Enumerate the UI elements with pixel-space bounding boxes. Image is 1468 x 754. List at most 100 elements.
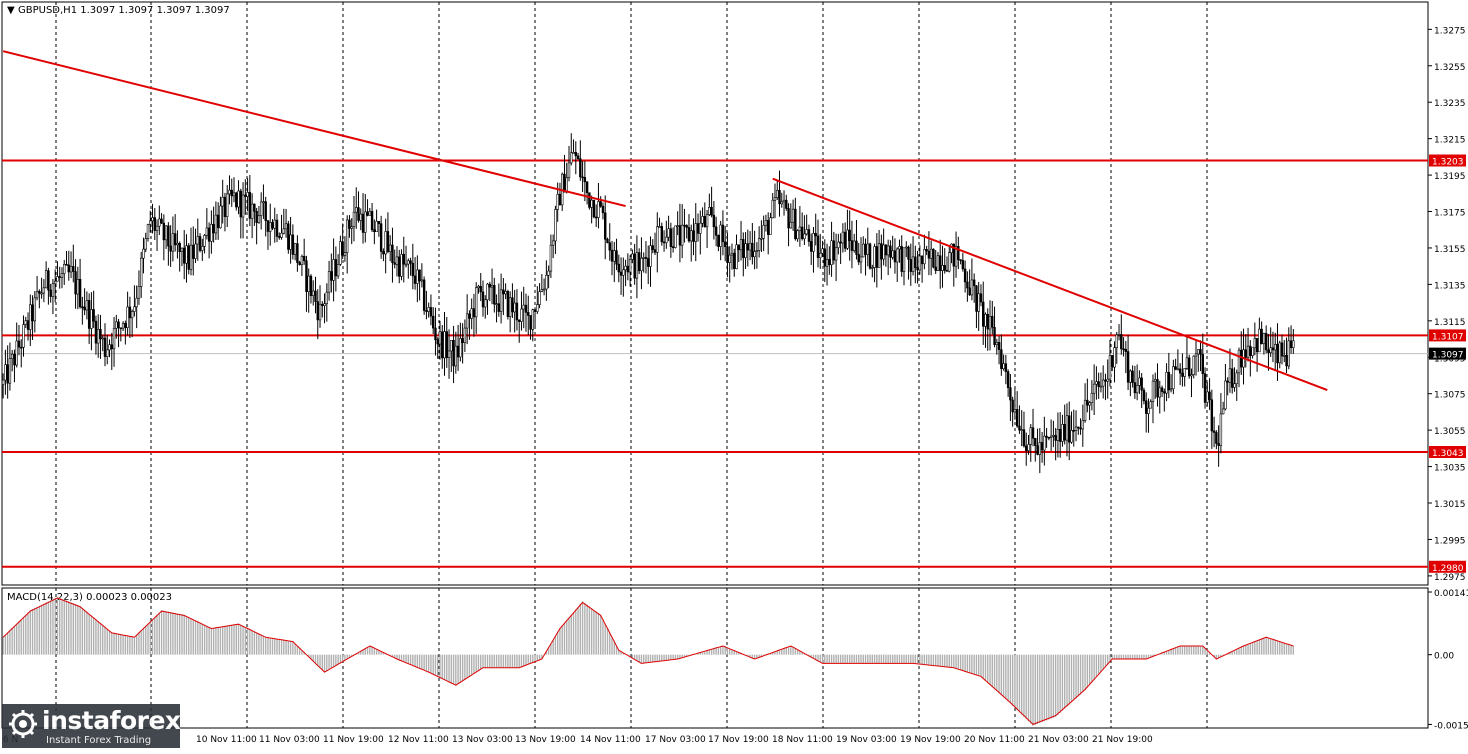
candle-body [1070, 430, 1073, 443]
candle-body [1208, 391, 1211, 401]
candle-body [1240, 349, 1243, 368]
candle-body [1219, 413, 1223, 446]
candle-body [262, 201, 265, 203]
candle-body [791, 208, 795, 223]
candle-body [24, 320, 27, 325]
candle-body [10, 353, 14, 359]
candle-body [574, 152, 577, 157]
candle-body [730, 252, 734, 256]
candle-body [470, 308, 473, 319]
candle-body [1244, 349, 1247, 358]
candle-body [948, 252, 951, 272]
candle-body [640, 257, 643, 272]
candle-body [721, 224, 725, 243]
candle-body [305, 260, 308, 292]
candle-body [493, 285, 496, 305]
candle-body [850, 240, 854, 251]
candle-body [142, 248, 145, 259]
macd-signal-line [2, 597, 1294, 725]
candle-body [1054, 435, 1057, 441]
candle-body [429, 307, 433, 317]
candle-body [1260, 328, 1263, 344]
candle-body [1264, 333, 1268, 351]
candle-body [296, 243, 299, 263]
candle-body [846, 229, 849, 249]
candle-body [29, 304, 32, 330]
candle-body [823, 248, 826, 267]
candle-body [1233, 383, 1236, 388]
time-axis-label: 13 Nov 19:00 [515, 735, 576, 745]
candle-body [192, 244, 195, 259]
candle-body [431, 315, 435, 329]
candle-body [527, 312, 530, 316]
candle-body [124, 323, 127, 328]
candle-body [963, 268, 967, 283]
candle-body [391, 244, 394, 264]
candle-body [1188, 357, 1191, 377]
candle-body [622, 269, 625, 276]
candle-body [425, 310, 428, 312]
time-axis-label: 11 Nov 19:00 [323, 735, 384, 745]
candle-body [1045, 435, 1048, 438]
candle-body [1079, 427, 1082, 430]
candle-body [1097, 381, 1100, 387]
candle-body [757, 238, 761, 251]
candle-body [420, 279, 424, 282]
candle-body [868, 243, 872, 269]
candle-body [284, 223, 288, 230]
candle-body [298, 262, 301, 265]
candle-body [773, 197, 777, 201]
candle-body [266, 220, 270, 232]
candle-body [167, 225, 170, 247]
candle-body [848, 229, 851, 241]
candle-body [1108, 355, 1112, 380]
candle-body [411, 262, 415, 277]
candle-body [667, 228, 670, 238]
candle-body [1287, 340, 1290, 367]
candle-body [348, 219, 351, 229]
candle-body [140, 257, 143, 287]
candle-body [422, 279, 426, 311]
candle-body [674, 225, 677, 248]
candle-body [370, 211, 374, 230]
candle-body [1077, 426, 1080, 429]
candle-body [979, 293, 983, 303]
candle-body [495, 303, 498, 306]
watermark-brand: instaforex [42, 706, 181, 735]
candle-body [461, 338, 464, 343]
candle-body [975, 285, 978, 312]
candle-body [927, 250, 931, 259]
candle-body [210, 224, 213, 242]
trend-line [772, 177, 1328, 391]
candle-body [309, 275, 313, 296]
candle-body [1063, 424, 1066, 441]
candle-body [1231, 368, 1234, 388]
candle-body [1192, 355, 1195, 375]
candle-body [33, 297, 37, 322]
candle-body [1151, 380, 1155, 403]
candle-body [1269, 347, 1272, 353]
price-axis-label: 1.3155 [1434, 245, 1466, 255]
candle-body [1249, 345, 1252, 356]
candle-body [952, 243, 955, 267]
candle-body [112, 327, 116, 350]
candle-body [604, 212, 607, 240]
price-axis-label: 1.3075 [1434, 391, 1466, 401]
candle-body [126, 306, 129, 328]
candle-body [518, 319, 521, 322]
candle-body [357, 207, 360, 221]
candle-body [502, 289, 505, 295]
candle-body [816, 235, 820, 259]
candle-body [769, 217, 772, 235]
candle-body [289, 234, 292, 250]
price-axis-label: 1.3195 [1434, 172, 1466, 182]
candle-body [1274, 344, 1277, 351]
candle-body [504, 291, 507, 295]
candle-body [318, 303, 322, 321]
candle-body [610, 249, 614, 262]
candle-body [719, 224, 722, 247]
candle-body [1000, 349, 1003, 369]
candle-body [447, 350, 451, 358]
candle-body [739, 239, 743, 251]
